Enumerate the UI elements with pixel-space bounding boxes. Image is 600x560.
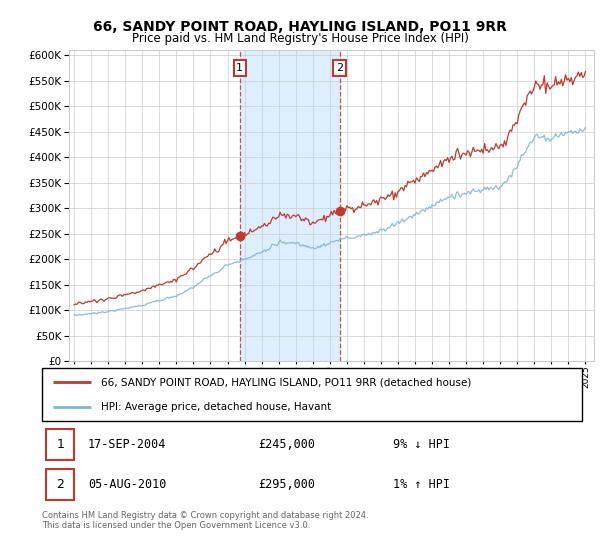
FancyBboxPatch shape xyxy=(42,368,582,421)
FancyBboxPatch shape xyxy=(46,469,74,500)
FancyBboxPatch shape xyxy=(46,429,74,460)
Text: 17-SEP-2004: 17-SEP-2004 xyxy=(88,438,166,451)
Text: £245,000: £245,000 xyxy=(258,438,315,451)
Text: 9% ↓ HPI: 9% ↓ HPI xyxy=(393,438,450,451)
Text: 1% ↑ HPI: 1% ↑ HPI xyxy=(393,478,450,491)
Text: 2: 2 xyxy=(56,478,64,491)
Text: 05-AUG-2010: 05-AUG-2010 xyxy=(88,478,166,491)
Text: £295,000: £295,000 xyxy=(258,478,315,491)
Text: 1: 1 xyxy=(236,63,243,73)
Text: 66, SANDY POINT ROAD, HAYLING ISLAND, PO11 9RR (detached house): 66, SANDY POINT ROAD, HAYLING ISLAND, PO… xyxy=(101,377,472,388)
Text: 2: 2 xyxy=(336,63,343,73)
Text: 1: 1 xyxy=(56,438,64,451)
Text: 66, SANDY POINT ROAD, HAYLING ISLAND, PO11 9RR: 66, SANDY POINT ROAD, HAYLING ISLAND, PO… xyxy=(93,20,507,34)
Text: HPI: Average price, detached house, Havant: HPI: Average price, detached house, Hava… xyxy=(101,402,332,412)
Text: Contains HM Land Registry data © Crown copyright and database right 2024.
This d: Contains HM Land Registry data © Crown c… xyxy=(42,511,368,530)
Text: Price paid vs. HM Land Registry's House Price Index (HPI): Price paid vs. HM Land Registry's House … xyxy=(131,32,469,45)
Bar xyxy=(240,50,340,361)
